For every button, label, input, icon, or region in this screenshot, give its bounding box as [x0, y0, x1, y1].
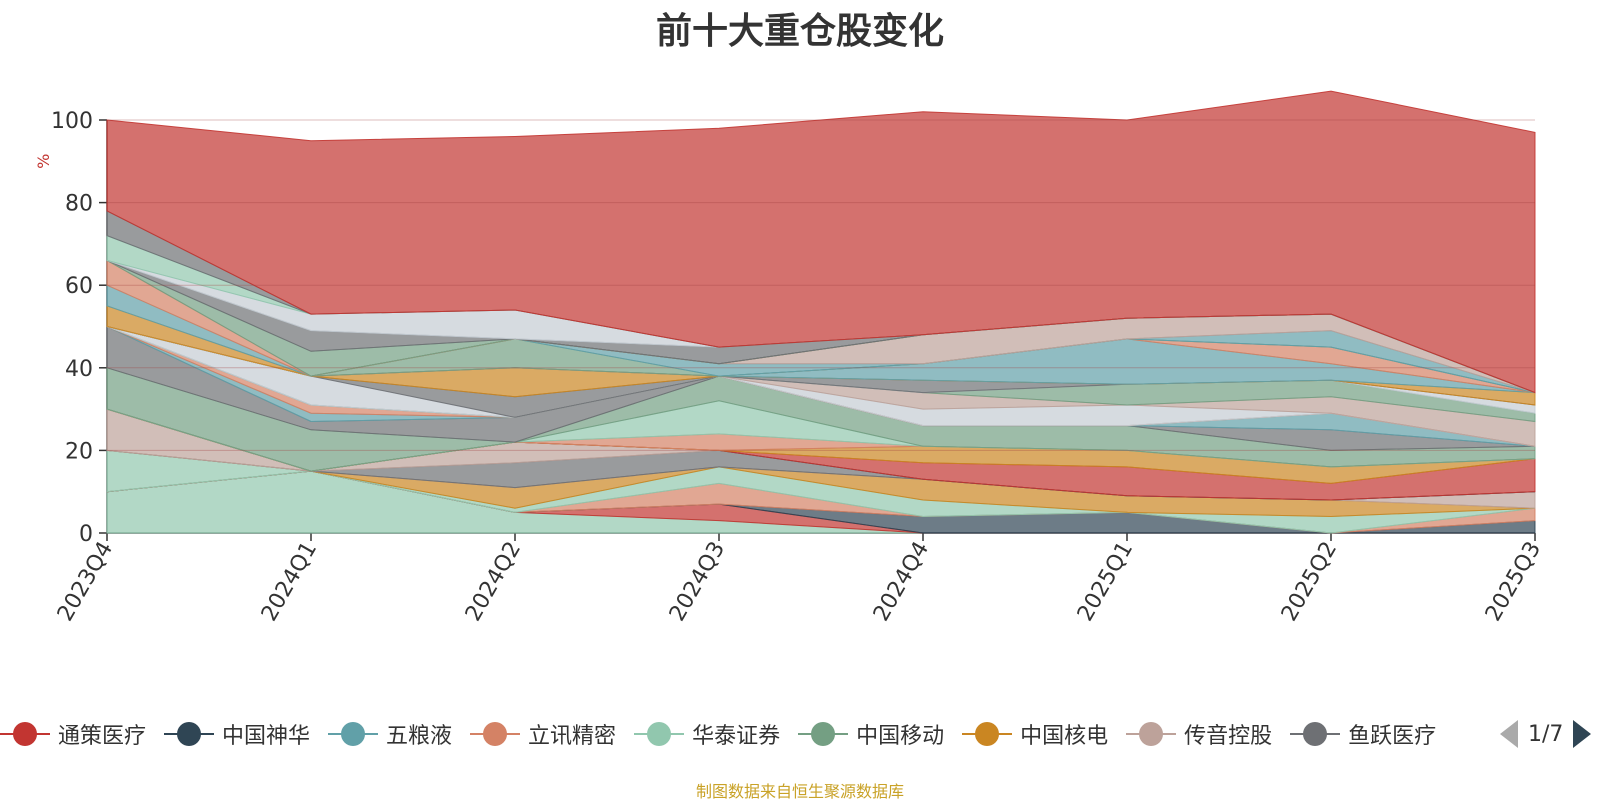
legend-marker-icon: [328, 722, 379, 746]
legend-marker-icon: [798, 722, 849, 746]
pager-next-icon[interactable]: [1573, 720, 1592, 748]
x-tick-label: 2024Q2: [461, 538, 526, 626]
legend-marker-icon: [962, 722, 1013, 746]
x-tick-label: 2024Q4: [869, 538, 934, 626]
y-tick-label: 80: [65, 192, 93, 217]
grid-lines: [107, 119, 1535, 451]
legend-label: 立讯精密: [528, 724, 617, 749]
legend-item[interactable]: 立讯精密: [470, 716, 616, 752]
legend-label: 鱼跃医疗: [1348, 724, 1437, 749]
area-layer-38: [106, 90, 1536, 394]
x-tick-label: 2025Q2: [1277, 538, 1342, 626]
source-note: 制图数据来自恒生聚源数据库: [695, 782, 904, 801]
x-tick-label: 2025Q3: [1481, 538, 1546, 626]
legend-marker-icon: [1290, 722, 1341, 746]
legend-item[interactable]: 华泰证券: [634, 716, 780, 752]
legend-label: 华泰证券: [692, 724, 781, 749]
pager-text: 1/7: [1528, 721, 1564, 747]
legend-item[interactable]: 通策医疗: [0, 716, 146, 752]
legend-marker-icon: [1126, 722, 1177, 746]
legend-item[interactable]: 传音控股: [1126, 716, 1272, 752]
y-tick-label: 20: [65, 439, 93, 464]
legend-marker-icon: [470, 722, 521, 746]
legend-item[interactable]: 中国神华: [164, 716, 310, 752]
y-tick-label: 0: [79, 522, 93, 547]
legend-marker-icon: [634, 722, 685, 746]
x-tick-label: 2024Q1: [257, 538, 322, 626]
y-tick-label: 40: [65, 357, 93, 382]
pager-prev-icon[interactable]: [1500, 720, 1518, 748]
y-tick-label: 100: [51, 109, 93, 134]
legend-marker-icon: [0, 722, 50, 746]
legend-label: 通策医疗: [58, 724, 147, 749]
legend-label: 五粮液: [386, 724, 453, 749]
legend-item[interactable]: 鱼跃医疗: [1290, 716, 1436, 752]
legend-item[interactable]: 五粮液: [328, 716, 452, 752]
y-axis-label: %: [34, 154, 53, 169]
legend-label: 中国移动: [856, 724, 945, 749]
chart-canvas: 0 20 40 60 80 100% 2023Q4 2024Q1 2024Q2 2024Q3 202…: [34, 90, 1546, 626]
legend-marker-icon: [164, 722, 215, 746]
y-tick-label: 60: [65, 274, 93, 299]
legend-label: 传音控股: [1184, 724, 1273, 749]
legend-label: 中国核电: [1020, 724, 1109, 749]
legend-pager: 1/7: [1500, 716, 1592, 752]
x-tick-label: 2025Q1: [1073, 538, 1138, 626]
area-series: [106, 90, 1536, 534]
legend-item[interactable]: 中国移动: [798, 716, 944, 752]
x-tick-label: 2023Q4: [53, 538, 118, 626]
x-tick-label: 2024Q3: [665, 538, 730, 626]
chart-title: 前十大重仓股变化: [655, 11, 944, 52]
legend: 通策医疗 中国神华 五粮液 立讯精密 华泰证券 中国移动 中国核电 传音控股 鱼跃医疗: [0, 716, 1490, 752]
legend-item[interactable]: 中国核电: [962, 716, 1108, 752]
legend-label: 中国神华: [222, 724, 311, 749]
